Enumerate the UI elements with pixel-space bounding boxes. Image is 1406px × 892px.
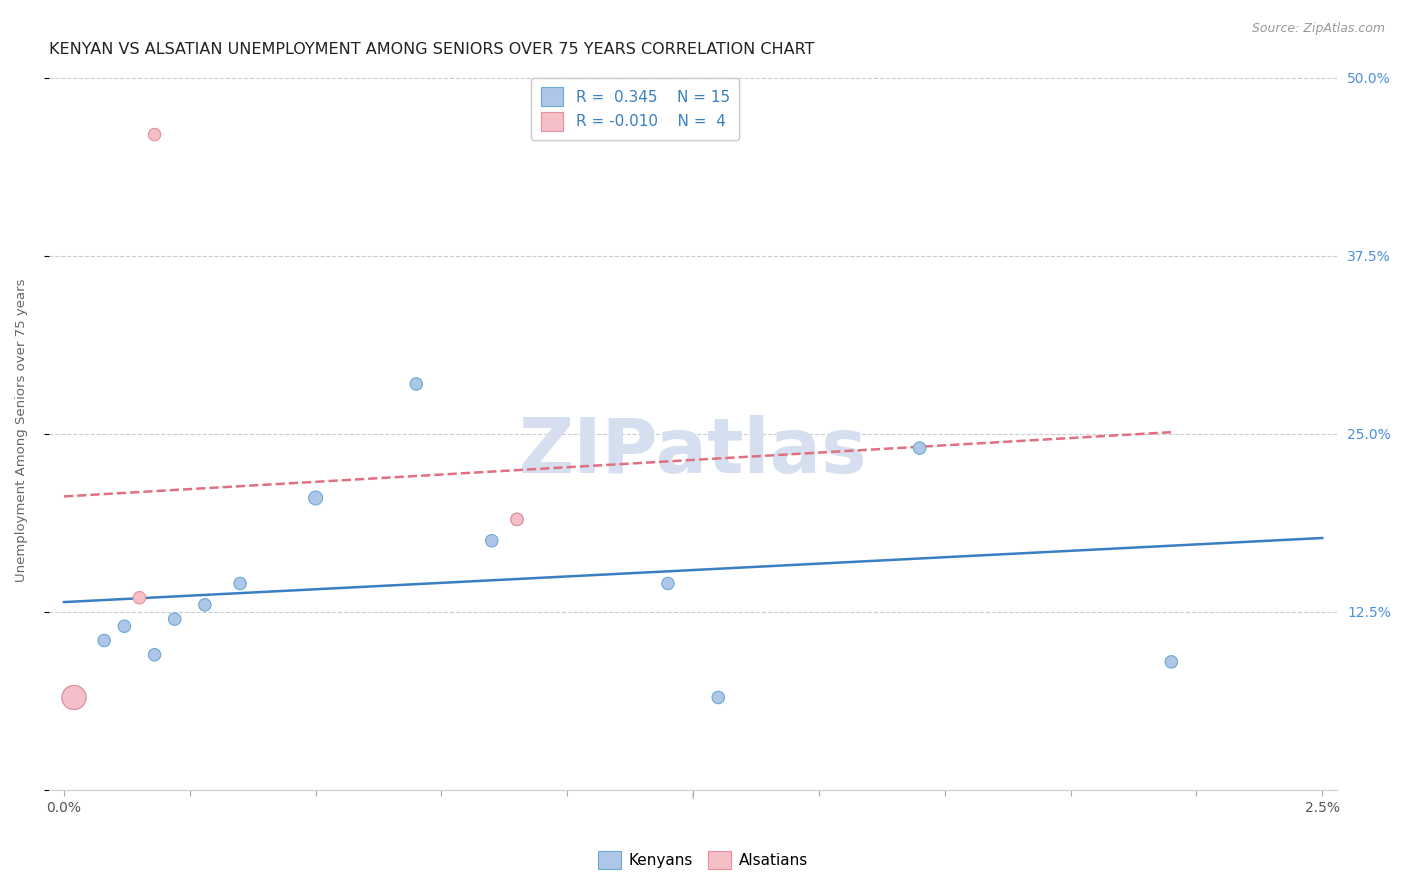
Point	[112, 619, 135, 633]
Point	[128, 591, 150, 605]
Point	[163, 612, 186, 626]
Point	[1160, 655, 1182, 669]
Point	[506, 512, 529, 526]
Point	[63, 690, 86, 705]
Legend: R =  0.345    N = 15, R = -0.010    N =  4: R = 0.345 N = 15, R = -0.010 N = 4	[531, 78, 740, 140]
Text: Source: ZipAtlas.com: Source: ZipAtlas.com	[1251, 22, 1385, 36]
Point	[908, 441, 931, 455]
Point	[143, 648, 166, 662]
Text: KENYAN VS ALSATIAN UNEMPLOYMENT AMONG SENIORS OVER 75 YEARS CORRELATION CHART: KENYAN VS ALSATIAN UNEMPLOYMENT AMONG SE…	[49, 42, 814, 57]
Point	[194, 598, 217, 612]
Point	[506, 512, 529, 526]
Text: ZIPatlas: ZIPatlas	[519, 415, 868, 489]
Legend: Kenyans, Alsatians: Kenyans, Alsatians	[592, 845, 814, 875]
Y-axis label: Unemployment Among Seniors over 75 years: Unemployment Among Seniors over 75 years	[15, 278, 28, 582]
Point	[481, 533, 503, 548]
Point	[63, 690, 86, 705]
Point	[93, 633, 115, 648]
Point	[707, 690, 730, 705]
Point	[229, 576, 252, 591]
Point	[657, 576, 679, 591]
Point	[405, 376, 427, 391]
Point	[304, 491, 326, 505]
Point	[143, 128, 166, 142]
